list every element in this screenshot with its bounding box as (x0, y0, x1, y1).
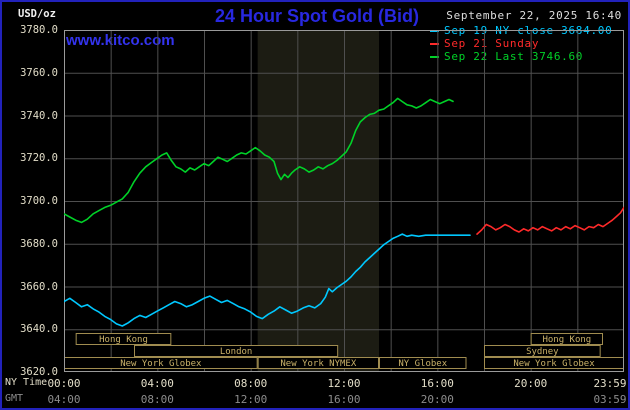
session-box (484, 345, 601, 357)
datetime-label: September 22, 2025 16:40 (446, 9, 622, 22)
series-line-sep19 (64, 233, 471, 327)
legend-swatch (430, 55, 439, 58)
session-label: NY Globex (398, 359, 447, 369)
x-axis-ny-tick-label: 08:00 (234, 377, 268, 390)
session-label: London (220, 347, 253, 357)
legend-item: Sep 22 Last 3746.60 (430, 50, 622, 63)
x-axis-gmt-tick-label: 16:00 (327, 393, 361, 406)
y-axis-tick-label: 3700.0 (20, 195, 58, 207)
series-line-sep21 (476, 206, 624, 235)
session-box (134, 345, 339, 357)
y-axis-tick-label: 3760.0 (20, 66, 58, 79)
y-axis-tick-label: 3660.0 (20, 280, 58, 293)
session-label: Hong Kong (99, 335, 148, 345)
session-box (75, 333, 172, 345)
x-axis-gmt-tick-label: 12:00 (234, 393, 268, 406)
x-axis-ny-tick-label: 16:00 (420, 377, 454, 390)
plot-border (64, 30, 624, 372)
session-label: New York NYMEX (280, 359, 356, 369)
session-label: New York Globex (120, 359, 202, 369)
y-axis-tick-label: 3740.0 (20, 109, 58, 122)
legend-swatch (430, 42, 439, 45)
session-label: Hong Kong (542, 335, 591, 345)
chart-plot-area: Hong Kong Hong Kong London Sydney New York G… (64, 30, 624, 372)
y-axis-unit-label: USD/oz (18, 8, 56, 20)
x-axis-ny-tick-label: 23:59 (593, 377, 627, 390)
x-axis-gmt-tick-label: 08:00 (140, 393, 174, 406)
session-box (257, 357, 380, 369)
legend-label: Sep 21 Sunday (444, 37, 540, 50)
chart-title: 24 Hour Spot Gold (Bid) (215, 6, 419, 26)
y-axis-tick-label: 3680.0 (20, 237, 58, 250)
x-axis-ny-tick-label: 04:00 (140, 377, 174, 390)
x-axis-gmt-tick-label: 20:00 (420, 393, 454, 406)
kitco-website-link[interactable]: www.kitco.com (66, 32, 175, 49)
session-box (530, 333, 603, 345)
gmt-axis-label: GMT (5, 393, 24, 404)
legend-item: Sep 21 Sunday (430, 37, 622, 50)
x-axis-ny-tick-label: 20:00 (514, 377, 548, 390)
legend-label: Sep 22 Last 3746.60 (444, 50, 584, 63)
x-axis-gmt-tick-label: 03:59 (593, 393, 627, 406)
y-axis-tick-label: 3620.0 (20, 366, 58, 378)
session-label: New York Globex (513, 359, 595, 369)
x-axis-gmt-tick-label: 04:00 (47, 393, 81, 406)
session-label: Sydney (526, 347, 559, 357)
x-axis-ny-tick-label: 00:00 (47, 377, 81, 390)
y-axis-tick-label: 3780.0 (20, 24, 58, 36)
y-axis-tick-label: 3720.0 (20, 152, 58, 165)
series-line-sep22 (64, 97, 454, 224)
ny-time-axis-label: NY Time (5, 377, 48, 388)
x-axis-ny-tick-label: 12:00 (327, 377, 361, 390)
y-axis-tick-label: 3640.0 (20, 323, 58, 336)
session-box (379, 357, 467, 369)
